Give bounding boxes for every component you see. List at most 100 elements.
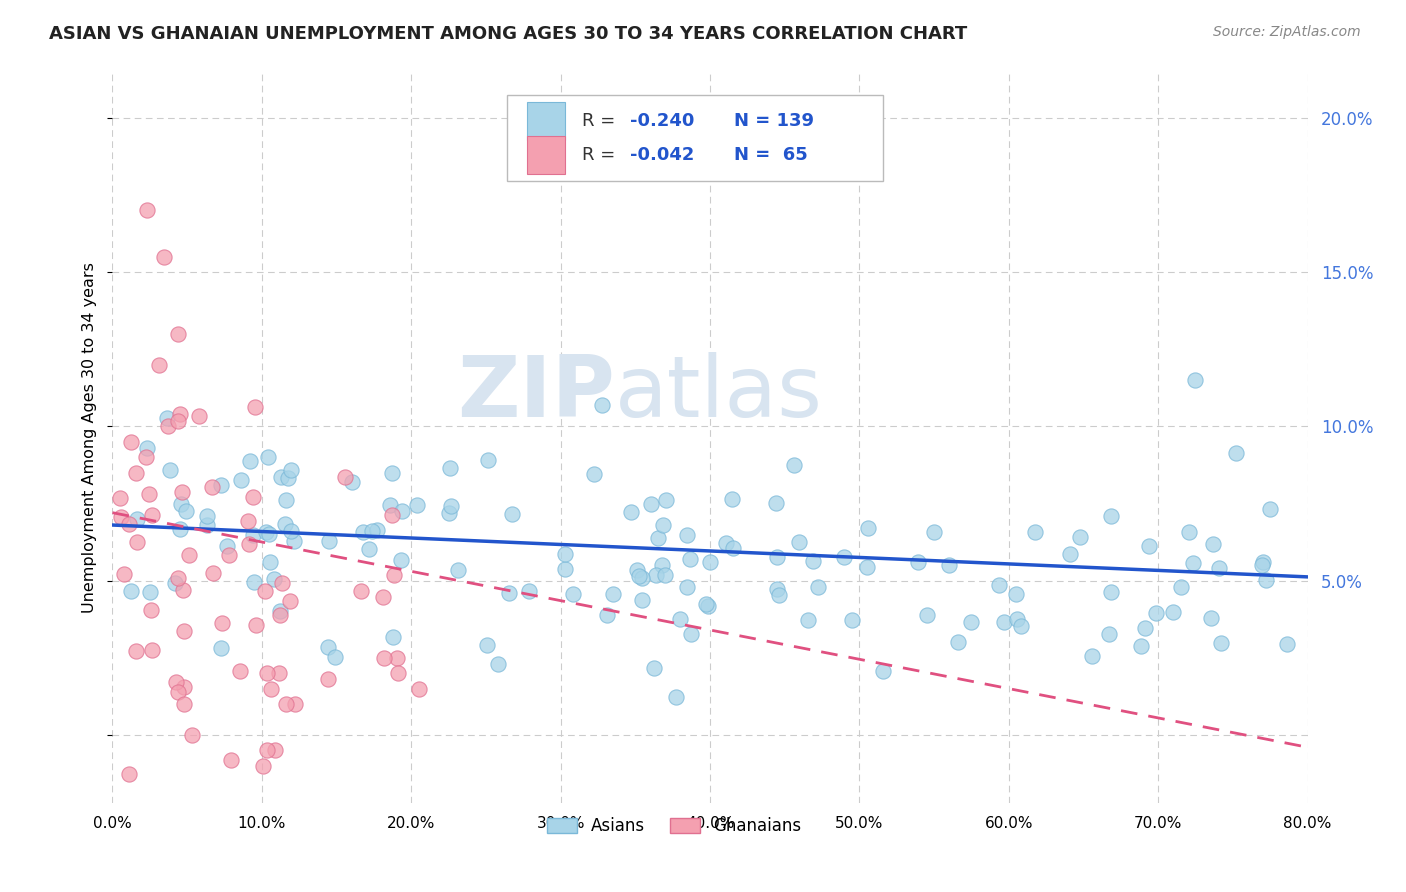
- Point: [349, 583, 371, 598]
- Point: [256, 743, 278, 757]
- Point: [591, 397, 613, 411]
- Point: [696, 599, 718, 613]
- Point: [1069, 529, 1091, 543]
- Point: [124, 466, 146, 480]
- Point: [380, 466, 402, 480]
- Point: [1144, 606, 1167, 620]
- Point: [243, 574, 266, 589]
- Point: [1275, 637, 1298, 651]
- Point: [318, 533, 340, 548]
- Point: [163, 576, 186, 591]
- Text: -0.240: -0.240: [630, 112, 695, 129]
- Point: [714, 536, 737, 550]
- Point: [626, 563, 648, 577]
- Point: [1133, 621, 1156, 635]
- Point: [156, 419, 179, 434]
- Point: [284, 697, 307, 711]
- Point: [1225, 445, 1247, 459]
- Point: [554, 547, 576, 561]
- Point: [256, 666, 278, 681]
- Point: [652, 518, 675, 533]
- Point: [371, 590, 394, 604]
- Point: [238, 514, 260, 528]
- Point: [1201, 537, 1223, 551]
- Point: [141, 643, 163, 657]
- Point: [245, 401, 267, 415]
- Point: [361, 524, 384, 538]
- Point: [120, 434, 142, 449]
- Point: [766, 582, 789, 597]
- Point: [120, 583, 142, 598]
- Point: [439, 461, 461, 475]
- Point: [832, 550, 855, 565]
- Point: [562, 587, 585, 601]
- Point: [488, 657, 510, 671]
- Point: [1170, 580, 1192, 594]
- Legend: Asians, Ghanaians: Asians, Ghanaians: [540, 811, 808, 842]
- Point: [381, 508, 404, 522]
- Point: [917, 608, 939, 623]
- Point: [112, 567, 135, 582]
- Point: [1250, 558, 1272, 572]
- Point: [1178, 524, 1201, 539]
- Point: [187, 409, 209, 423]
- Point: [695, 597, 717, 611]
- Point: [156, 411, 179, 425]
- Point: [218, 549, 240, 563]
- Text: atlas: atlas: [614, 351, 823, 434]
- Point: [252, 758, 274, 772]
- Point: [176, 504, 198, 518]
- Point: [721, 491, 744, 506]
- Point: [477, 453, 499, 467]
- Point: [382, 630, 405, 644]
- Point: [173, 697, 195, 711]
- Point: [125, 512, 148, 526]
- Point: [135, 450, 157, 464]
- Point: [679, 552, 702, 566]
- Point: [627, 569, 650, 583]
- Point: [259, 526, 281, 541]
- Point: [271, 576, 294, 591]
- Text: ASIAN VS GHANAIAN UNEMPLOYMENT AMONG AGES 30 TO 34 YEARS CORRELATION CHART: ASIAN VS GHANAIAN UNEMPLOYMENT AMONG AGE…: [49, 25, 967, 43]
- Point: [209, 641, 232, 656]
- Text: ZIP: ZIP: [457, 351, 614, 434]
- Point: [124, 644, 146, 658]
- Point: [1209, 636, 1232, 650]
- Point: [872, 664, 894, 678]
- Point: [1137, 539, 1160, 553]
- Point: [651, 558, 673, 573]
- Point: [1081, 648, 1104, 663]
- Point: [167, 326, 190, 341]
- Point: [153, 250, 176, 264]
- Point: [782, 458, 804, 472]
- Point: [437, 506, 460, 520]
- Point: [907, 555, 929, 569]
- Text: -0.042: -0.042: [630, 146, 695, 164]
- Point: [118, 517, 141, 532]
- Point: [596, 608, 619, 623]
- Point: [1161, 605, 1184, 619]
- Point: [366, 523, 388, 537]
- Point: [721, 541, 744, 555]
- Point: [167, 571, 190, 585]
- Point: [340, 475, 363, 489]
- Point: [498, 586, 520, 600]
- Point: [796, 613, 818, 627]
- Point: [148, 358, 170, 372]
- Point: [391, 503, 413, 517]
- Point: [640, 497, 662, 511]
- Point: [1059, 547, 1081, 561]
- Point: [108, 491, 131, 505]
- Point: [675, 527, 697, 541]
- Point: [141, 508, 163, 522]
- Point: [1099, 585, 1122, 599]
- Point: [987, 577, 1010, 591]
- Point: [173, 624, 195, 638]
- Bar: [527, 136, 565, 174]
- Point: [765, 496, 787, 510]
- Point: [1024, 524, 1046, 539]
- Point: [1184, 373, 1206, 387]
- Point: [238, 537, 260, 551]
- Text: N =  65: N = 65: [734, 146, 807, 164]
- Point: [169, 523, 191, 537]
